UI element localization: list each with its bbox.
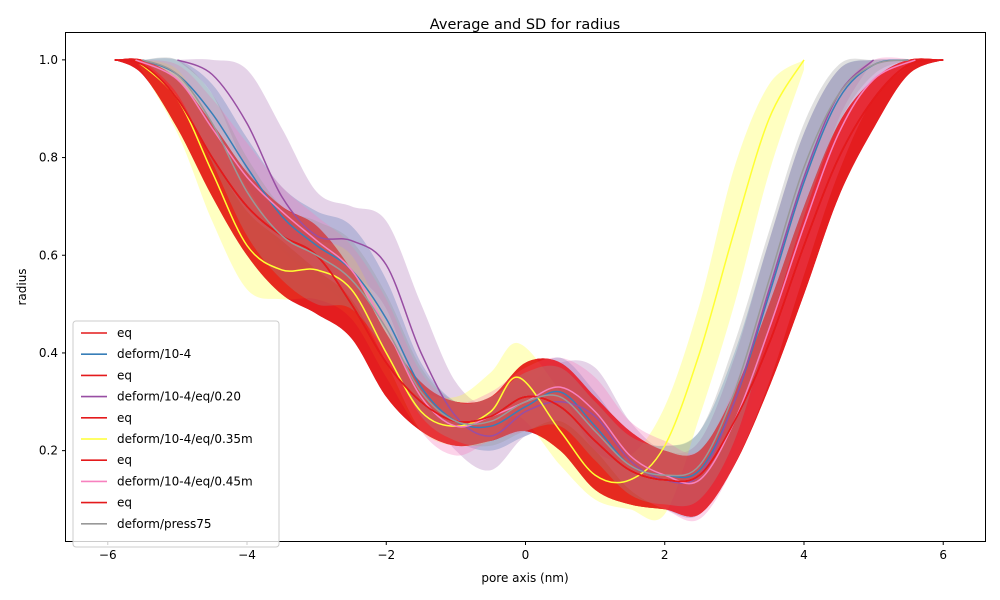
x-tick-label: −4 [238,548,256,562]
x-axis-label: pore axis (nm) [481,571,568,585]
x-tick-label: 6 [939,548,947,562]
y-tick-label: 0.2 [39,444,58,458]
legend-box [72,320,280,548]
mean-line-series-1 [142,59,909,479]
x-tick-label: −6 [99,548,117,562]
chart-title: Average and SD for radius [430,17,620,33]
mean-line-series-5 [135,59,805,484]
sd-band-series-1 [142,58,909,518]
legend-label: deform/10-4/eq/0.45m [117,474,253,488]
legend-label: deform/10-4/eq/0.20 [117,390,241,404]
y-axis-label: radius [15,268,29,305]
legend-label: eq [117,453,132,467]
legend-label: deform/10-4 [117,347,191,361]
y-axis-ticks: 0.2 0.4 0.6 0.8 1.0 [39,53,66,458]
x-tick-label: 2 [661,548,669,562]
legend-label: eq [117,326,132,340]
mean-line-series-8 [114,59,944,483]
legend-label: deform/press75 [117,517,211,531]
sd-bands [114,57,944,522]
legend-label: deform/10-4/eq/0.35m [117,432,253,446]
mean-line-series-3 [177,59,875,485]
mean-lines [114,59,944,485]
y-tick-label: 0.4 [39,346,58,360]
mean-line-series-7 [135,59,916,485]
y-tick-label: 0.6 [39,248,58,262]
x-tick-label: −2 [377,548,395,562]
legend: eq deform/10-4 eq deform/10-4/eq/0.20 eq defo… [72,320,280,548]
sd-band-series-8 [114,58,944,517]
y-tick-label: 1.0 [39,53,58,67]
legend-label: eq [117,368,132,382]
legend-label: eq [117,411,132,425]
mean-line-series-9 [142,59,909,477]
x-tick-label: 4 [800,548,808,562]
y-tick-label: 0.8 [39,151,58,165]
x-tick-label: 0 [522,548,530,562]
x-axis-ticks: −6 −4 −2 0 2 4 6 [99,541,947,562]
sd-band-series-9 [142,57,909,507]
legend-label: eq [117,496,132,510]
